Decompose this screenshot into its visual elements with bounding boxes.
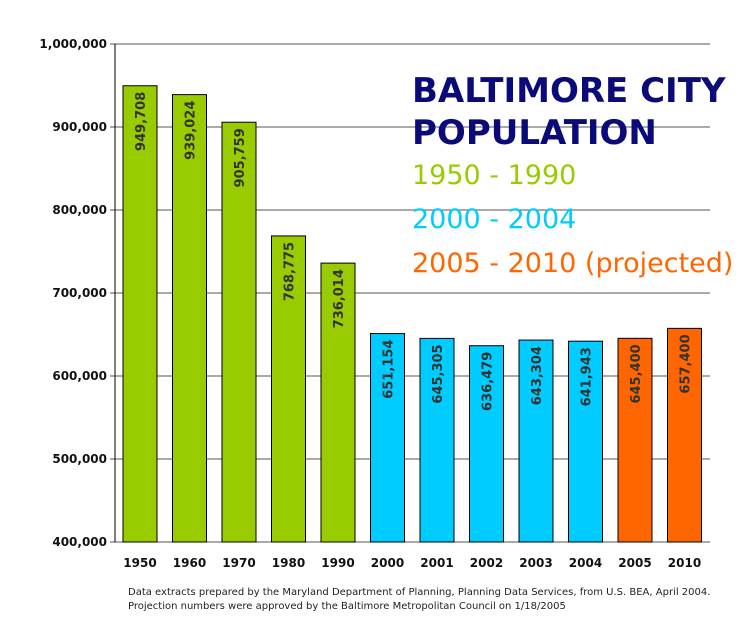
- x-tick-label: 2000: [371, 556, 404, 570]
- chart-title-line-2: POPULATION: [412, 113, 657, 153]
- bar-value-label: 636,479: [481, 352, 496, 411]
- bar: [617, 337, 653, 543]
- y-tick-label: 600,000: [52, 369, 107, 383]
- bar-value-label: 768,775: [283, 242, 298, 301]
- legend-2000-2004: 2000 - 2004: [412, 204, 577, 235]
- bar-value-label: 645,305: [431, 344, 446, 403]
- y-tick-label: 500,000: [52, 452, 107, 466]
- bar-value-label: 657,400: [679, 334, 694, 393]
- bar-value-label: 736,014: [332, 269, 347, 328]
- x-tick-label: 1970: [222, 556, 255, 570]
- x-tick-label: 2010: [668, 556, 701, 570]
- bars: 949,708 939,024 905,759 768,775 736,014 651,1…: [122, 85, 702, 543]
- chart-title-line-1: BALTIMORE CITY: [412, 71, 726, 111]
- footnote-line-2: Projection numbers were approved by the …: [128, 601, 566, 612]
- source-footnote: Data extracts prepared by the Maryland D…: [128, 586, 710, 614]
- bar-value-label: 643,304: [530, 346, 545, 405]
- footnote-line-1: Data extracts prepared by the Maryland D…: [128, 587, 711, 598]
- legend-2005-2010: 2005 - 2010 (projected): [412, 248, 734, 279]
- bar-value-label: 905,759: [233, 128, 248, 187]
- bar-value-label: 939,024: [184, 101, 199, 160]
- bar: [221, 121, 257, 543]
- x-tick-label: 2002: [470, 556, 503, 570]
- bar: [568, 340, 603, 543]
- bar: [122, 85, 158, 543]
- bar: [271, 235, 306, 543]
- population-bar-chart: 400,000 500,000 600,000 700,000 800,000 900,0…: [39, 37, 710, 570]
- x-tick-label: 2004: [569, 556, 602, 570]
- bar-value-label: 651,154: [382, 340, 397, 399]
- chart-title-block: BALTIMORE CITY POPULATION 1950 - 1990 20…: [412, 70, 733, 286]
- x-tick-label: 2003: [519, 556, 552, 570]
- bar: [518, 339, 554, 543]
- x-tick-label: 1950: [123, 556, 156, 570]
- y-tick-label: 900,000: [52, 120, 107, 134]
- x-tick-label: 1990: [321, 556, 354, 570]
- x-axis-ticks: 1950 1960 1970 1980 1990 2000 2001 2002 2003 2004…: [123, 556, 701, 570]
- x-tick-label: 1980: [272, 556, 305, 570]
- bar-value-label: 645,400: [629, 344, 644, 403]
- x-tick-label: 2005: [618, 556, 651, 570]
- legend-1950-1990: 1950 - 1990: [412, 160, 577, 191]
- y-tick-label: 800,000: [52, 203, 107, 217]
- gridlines: [110, 43, 710, 543]
- y-tick-label: 700,000: [52, 286, 107, 300]
- y-axis-ticks: 400,000 500,000 600,000 700,000 800,000 900,0…: [39, 37, 107, 549]
- y-tick-label: 1,000,000: [39, 37, 107, 51]
- bar: [469, 345, 504, 543]
- bar: [370, 333, 405, 543]
- bar-value-label: 949,708: [134, 92, 149, 151]
- bar: [172, 94, 207, 543]
- bar: [320, 262, 356, 543]
- bar: [419, 337, 455, 543]
- x-tick-label: 2001: [420, 556, 453, 570]
- bar: [667, 327, 702, 543]
- x-tick-label: 1960: [173, 556, 206, 570]
- y-tick-label: 400,000: [52, 535, 107, 549]
- bar-value-label: 641,943: [580, 347, 595, 406]
